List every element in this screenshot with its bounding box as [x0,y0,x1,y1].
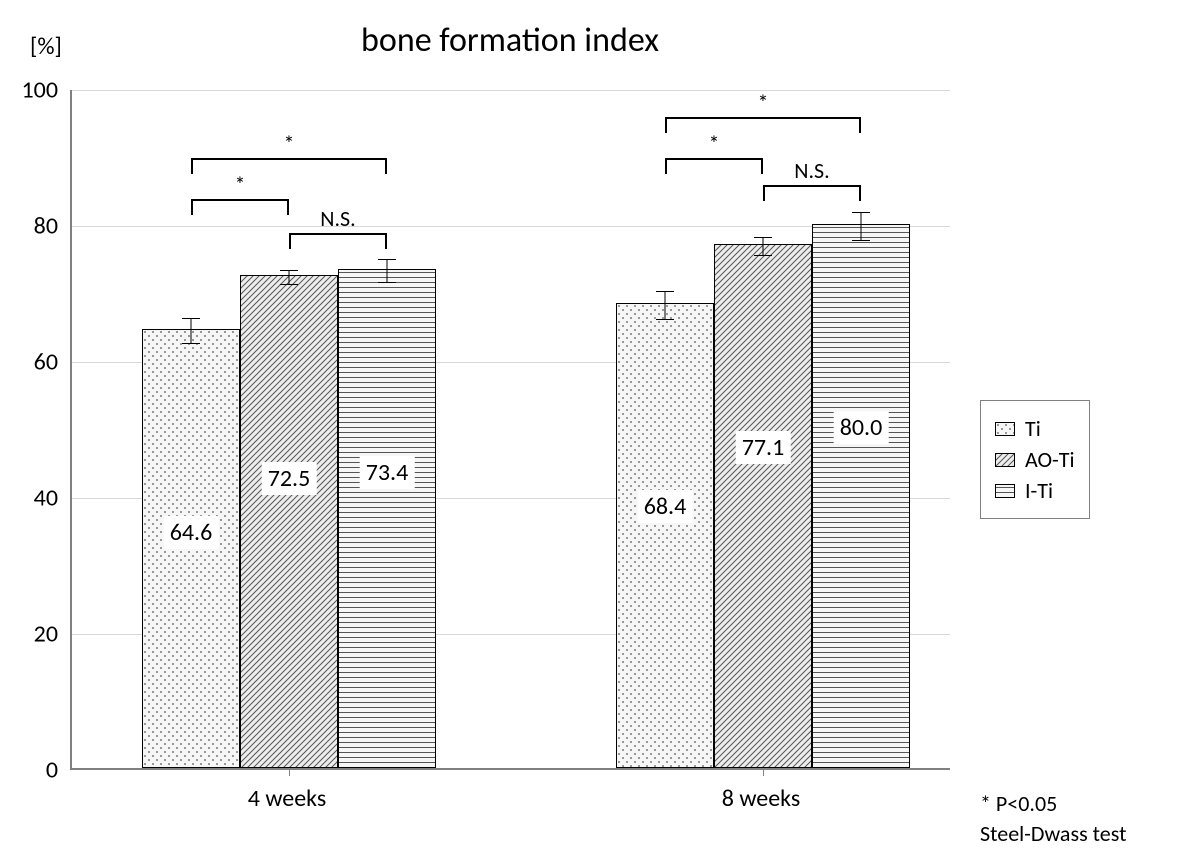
bar-value-label: 64.6 [164,516,219,549]
x-tick-label: 8 weeks [722,784,801,813]
significance-label: * [284,130,295,157]
y-tick-label: 20 [0,620,58,649]
gridline [72,90,950,91]
bar [714,244,812,768]
bar [338,269,436,768]
legend-item: AO-Ti [995,446,1075,473]
legend-swatch [995,422,1015,436]
error-bar [289,270,290,285]
error-cap [754,237,772,238]
bar-value-label: 77.1 [736,431,791,464]
y-tick-label: 80 [0,212,58,241]
chart-title: bone formation index [70,20,950,61]
legend-swatch [995,484,1015,498]
x-tick-label: 4 weeks [248,784,327,813]
y-tick-label: 40 [0,484,58,513]
significance-label: N.S. [794,157,829,184]
y-tick-label: 60 [0,348,58,377]
error-bar [387,259,388,282]
legend-item: Ti [995,415,1075,442]
significance-bracket [665,117,861,131]
chart-container: [%] bone formation index 64.6 72.5 73.4 68.… [0,0,1181,865]
bar-value-label: 72.5 [262,462,317,495]
error-cap [378,282,396,283]
legend-swatch [995,453,1015,467]
error-bar [665,291,666,320]
footnote: * P<0.05 [980,790,1057,817]
y-axis-title: [%] [30,32,62,61]
bar-value-label: 73.4 [360,456,415,489]
error-cap [280,284,298,285]
bar-value-label: 80.0 [834,411,889,444]
legend-label: Ti [1025,415,1041,442]
y-tick-label: 0 [0,756,58,785]
significance-label: N.S. [320,205,355,232]
significance-label: * [758,89,769,116]
bar [812,224,910,768]
significance-bracket [763,185,861,199]
significance-bracket [665,158,763,172]
bar [616,303,714,768]
error-cap [280,270,298,271]
significance-bracket [191,158,387,172]
bar [240,275,338,768]
error-cap [852,240,870,241]
legend-item: I-Ti [995,477,1075,504]
significance-label: * [235,171,246,198]
error-cap [852,212,870,213]
error-bar [763,237,764,255]
error-bar [861,212,862,239]
error-cap [656,319,674,320]
error-cap [754,255,772,256]
legend-label: AO-Ti [1025,446,1075,473]
legend: Ti AO-Ti I-Ti [980,400,1090,519]
x-tickmark [763,768,764,776]
significance-bracket [289,233,387,247]
plot-area: 64.6 72.5 73.4 68.4 77.1 80.0 * * N.S. * * N.S. [70,90,950,770]
bar-value-label: 68.4 [638,490,693,523]
legend-label: I-Ti [1025,477,1053,504]
x-tickmark [289,768,290,776]
error-bar [191,318,192,342]
error-cap [182,343,200,344]
error-cap [182,318,200,319]
significance-label: * [709,130,720,157]
footnote: Steel-Dwass test [980,820,1126,847]
error-cap [378,259,396,260]
significance-bracket [191,199,289,213]
y-tick-label: 100 [0,76,58,105]
error-cap [656,291,674,292]
